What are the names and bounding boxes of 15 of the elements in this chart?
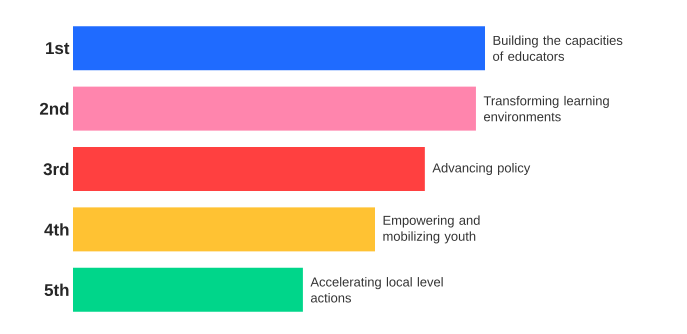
- annotation: Empowering and mobilizing youth: [383, 215, 480, 244]
- y-tick-label: 1st: [46, 42, 70, 54]
- y-tick-label: 4th: [44, 223, 68, 236]
- y-tick-label: 2nd: [40, 102, 68, 115]
- y-tick-label: 5th: [44, 284, 68, 296]
- bar: [73, 86, 476, 131]
- annotation: Transforming learning environments: [484, 96, 609, 122]
- bar: [73, 207, 375, 252]
- annotation: Advancing policy: [432, 162, 530, 176]
- bar: [73, 26, 486, 70]
- bar: [73, 268, 303, 312]
- annotation: Building the capacities of educators: [493, 35, 622, 61]
- bar: [73, 147, 425, 192]
- annotation: Accelerating local level actions: [310, 277, 443, 303]
- y-tick-label: 3rd: [44, 162, 68, 176]
